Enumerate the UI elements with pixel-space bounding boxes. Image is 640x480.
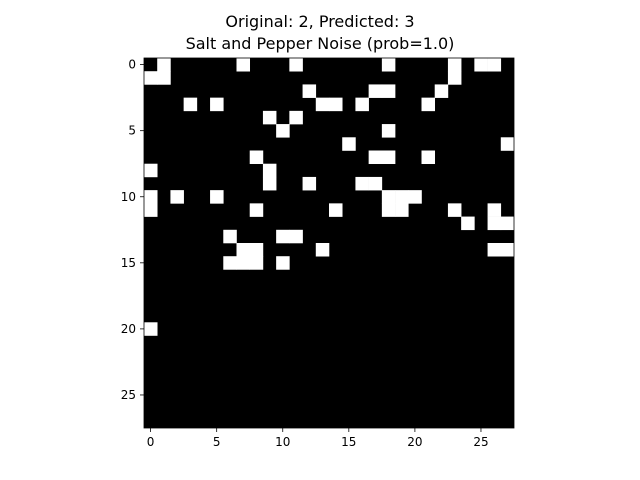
- heatmap-cell: [355, 176, 369, 191]
- heatmap-cell: [144, 190, 158, 204]
- heatmap-cell: [395, 203, 409, 217]
- heatmap-cell: [170, 190, 184, 204]
- heatmap-cell: [381, 58, 396, 72]
- heatmap-cell: [355, 97, 369, 112]
- heatmap-cell: [315, 243, 330, 257]
- heatmap-cell: [421, 97, 436, 112]
- heatmap-cell: [500, 216, 515, 231]
- heatmap-cell: [276, 229, 290, 244]
- heatmap-cell: [249, 203, 264, 217]
- heatmap-cell: [223, 256, 237, 270]
- heatmap-cell: [262, 163, 277, 178]
- heatmap-cell: [381, 150, 396, 165]
- x-tick-label: 20: [407, 435, 422, 449]
- heatmap-cell: [157, 58, 171, 72]
- heatmap-cell: [289, 58, 303, 72]
- y-tick-label: 20: [121, 322, 136, 336]
- y-tick-label: 0: [128, 58, 136, 72]
- heatmap-cell: [500, 137, 515, 151]
- x-tick-label: 10: [275, 435, 290, 449]
- heatmap-cell: [487, 216, 502, 231]
- heatmap-cell: [249, 243, 264, 257]
- heatmap-cell: [262, 110, 277, 125]
- heatmap-cell: [276, 256, 290, 270]
- heatmap-cell: [474, 58, 488, 72]
- heatmap-cell: [144, 163, 158, 178]
- heatmap-cell: [144, 71, 158, 85]
- heatmap-cell: [487, 58, 502, 72]
- heatmap-cell: [289, 110, 303, 125]
- x-tick-label: 15: [341, 435, 356, 449]
- heatmap-cell: [421, 150, 436, 165]
- heatmap-cell: [381, 124, 396, 138]
- y-tick-label: 5: [128, 124, 136, 138]
- y-tick-label: 15: [121, 256, 136, 270]
- heatmap-cell: [381, 84, 396, 98]
- heatmap-cell: [408, 190, 422, 204]
- heatmap-cell: [329, 203, 343, 217]
- heatmap-cell: [368, 176, 383, 191]
- heatmap-cell: [223, 229, 237, 244]
- chart-subtitle: Salt and Pepper Noise (prob=1.0): [186, 34, 455, 53]
- x-tick-label: 5: [213, 435, 221, 449]
- heatmap-image: [144, 58, 515, 428]
- heatmap-cell: [276, 124, 290, 138]
- chart-title: Original: 2, Predicted: 3: [225, 12, 414, 31]
- heatmap-cell: [500, 243, 515, 257]
- heatmap-cell: [236, 243, 251, 257]
- heatmap-cell: [236, 58, 251, 72]
- heatmap-cell: [210, 97, 224, 112]
- heatmap-cell: [210, 190, 224, 204]
- heatmap-cell: [262, 176, 277, 191]
- heatmap-cell: [368, 84, 383, 98]
- heatmap-cell: [302, 84, 317, 98]
- heatmap-cell: [434, 84, 449, 98]
- x-tick-label: 0: [147, 435, 155, 449]
- y-tick-label: 25: [121, 388, 136, 402]
- heatmap-cell: [447, 203, 462, 217]
- heatmap-cell: [447, 58, 462, 72]
- heatmap-cell: [236, 256, 251, 270]
- y-tick-label: 10: [121, 190, 136, 204]
- heatmap-cell: [157, 71, 171, 85]
- heatmap-cell: [487, 243, 502, 257]
- heatmap-cell: [381, 190, 396, 204]
- heatmap-cell: [447, 71, 462, 85]
- heatmap-cell: [183, 97, 198, 112]
- heatmap-cell: [342, 137, 356, 151]
- heatmap-cell: [289, 229, 303, 244]
- heatmap-cell: [315, 97, 330, 112]
- heatmap-cell: [487, 203, 502, 217]
- axes: 0 5 10 15 20 25 0 5 10 15 20 25: [121, 57, 515, 449]
- x-tick-label: 25: [473, 435, 488, 449]
- heatmap-cell: [329, 97, 343, 112]
- heatmap-cell: [249, 150, 264, 165]
- axes-frame: [143, 57, 515, 429]
- heatmap-cell: [395, 190, 409, 204]
- heatmap-cell: [368, 150, 383, 165]
- heatmap-cell: [461, 216, 475, 231]
- heatmap-cell: [249, 256, 264, 270]
- heatmap-cell: [144, 322, 158, 336]
- heatmap-cell: [144, 203, 158, 217]
- heatmap-cell: [302, 176, 317, 191]
- heatmap-cell: [381, 203, 396, 217]
